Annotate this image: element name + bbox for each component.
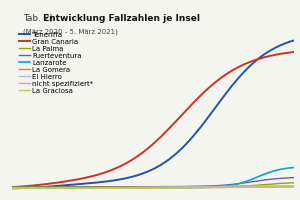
Line: El Hierro: El Hierro: [12, 186, 294, 188]
La Gomera: [11, 187, 15, 189]
nicht spezifiziert*: [266, 186, 269, 188]
La Graciosa: [248, 186, 251, 188]
La Graciosa: [178, 187, 182, 189]
Line: La Gomera: La Gomera: [12, 187, 294, 188]
La Palma: [248, 185, 251, 187]
El Hierro: [248, 185, 251, 187]
Text: (März 2020 - 5. März 2021): (März 2020 - 5. März 2021): [23, 28, 118, 35]
Fuerteventura: [183, 185, 186, 188]
La Gomera: [178, 186, 182, 188]
La Gomera: [248, 185, 251, 188]
El Hierro: [10, 187, 14, 189]
Line: La Graciosa: La Graciosa: [12, 187, 294, 188]
El Hierro: [177, 186, 181, 188]
nicht spezifiziert*: [177, 186, 181, 189]
Teneriffa: [248, 65, 251, 67]
La Palma: [292, 182, 296, 184]
Line: Fuerteventura: Fuerteventura: [12, 178, 294, 187]
Fuerteventura: [177, 185, 181, 188]
Line: Gran Canaria: Gran Canaria: [12, 52, 294, 187]
Gran Canaria: [248, 61, 251, 63]
Teneriffa: [292, 39, 296, 42]
nicht spezifiziert*: [11, 187, 15, 189]
La Graciosa: [266, 186, 269, 188]
Line: Teneriffa: Teneriffa: [12, 40, 294, 188]
La Graciosa: [292, 186, 296, 188]
Line: nicht spezifiziert*: nicht spezifiziert*: [12, 187, 294, 188]
Teneriffa: [177, 150, 181, 152]
Gran Canaria: [177, 117, 181, 119]
Lanzarote: [248, 179, 251, 181]
Teneriffa: [11, 187, 15, 190]
La Palma: [266, 183, 269, 186]
La Gomera: [177, 186, 181, 188]
nicht spezifiziert*: [183, 186, 186, 189]
La Palma: [11, 186, 15, 188]
El Hierro: [292, 185, 296, 187]
Gran Canaria: [292, 51, 296, 53]
nicht spezifiziert*: [10, 187, 14, 189]
nicht spezifiziert*: [178, 186, 182, 189]
nicht spezifiziert*: [248, 186, 251, 188]
El Hierro: [11, 187, 15, 189]
Lanzarote: [178, 186, 182, 189]
Gran Canaria: [178, 116, 182, 118]
La Gomera: [292, 185, 296, 188]
Gran Canaria: [266, 55, 269, 58]
Fuerteventura: [248, 181, 251, 183]
Fuerteventura: [292, 176, 296, 179]
El Hierro: [183, 186, 186, 188]
Lanzarote: [183, 186, 186, 189]
Line: Lanzarote: Lanzarote: [12, 168, 294, 188]
La Palma: [177, 185, 181, 188]
Teneriffa: [266, 51, 269, 53]
La Graciosa: [183, 187, 186, 189]
Lanzarote: [292, 166, 296, 169]
Fuerteventura: [266, 178, 269, 181]
La Graciosa: [177, 187, 181, 189]
Teneriffa: [178, 149, 182, 151]
Teneriffa: [10, 187, 14, 190]
Text: Entwicklung Fallzahlen je Insel: Entwicklung Fallzahlen je Insel: [43, 14, 200, 23]
La Gomera: [183, 186, 186, 188]
Legend: Teneriffa, Gran Canaria, La Palma, Fuerteventura, Lanzarote, La Gomera, El Hierr: Teneriffa, Gran Canaria, La Palma, Fuert…: [18, 31, 94, 95]
La Palma: [183, 185, 186, 188]
Gran Canaria: [10, 186, 14, 188]
Teneriffa: [183, 144, 186, 147]
nicht spezifiziert*: [292, 186, 296, 188]
Fuerteventura: [10, 186, 14, 189]
Fuerteventura: [178, 185, 182, 188]
La Graciosa: [10, 187, 14, 190]
Text: Tab. 2): Tab. 2): [23, 14, 56, 23]
Line: La Palma: La Palma: [12, 183, 294, 187]
Gran Canaria: [11, 186, 15, 188]
Lanzarote: [11, 187, 15, 189]
Lanzarote: [10, 187, 14, 189]
La Palma: [10, 186, 14, 188]
El Hierro: [178, 186, 182, 188]
Gran Canaria: [183, 111, 186, 113]
Fuerteventura: [11, 186, 15, 189]
La Gomera: [10, 187, 14, 189]
La Graciosa: [11, 187, 15, 190]
La Gomera: [266, 185, 269, 188]
La Palma: [178, 185, 182, 188]
El Hierro: [266, 185, 269, 187]
Lanzarote: [177, 186, 181, 189]
Lanzarote: [266, 172, 269, 174]
